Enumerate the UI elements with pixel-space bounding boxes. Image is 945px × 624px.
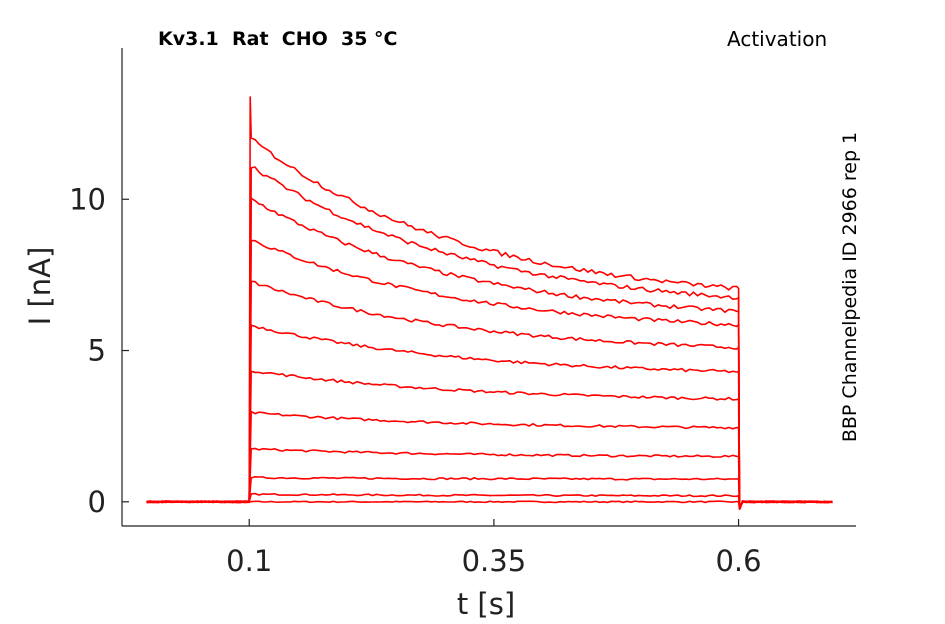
current-trace	[146, 500, 833, 510]
ticks: 0.1 0.35 0.6 0 5 10	[69, 182, 762, 578]
x-tick-label: 0.6	[715, 544, 761, 578]
current-trace	[146, 166, 833, 510]
current-trace	[146, 492, 833, 510]
y-tick-label: 0	[88, 485, 106, 519]
current-trace	[146, 96, 833, 510]
current-trace	[146, 324, 833, 510]
y-tick-label: 10	[69, 182, 106, 216]
axes	[121, 48, 856, 527]
x-axis-label: t [s]	[457, 587, 515, 621]
y-axis-label: I [nA]	[23, 247, 57, 326]
y-tick-label: 5	[88, 334, 106, 368]
current-trace	[146, 196, 833, 510]
x-tick-label: 0.1	[226, 544, 272, 578]
current-trace	[146, 410, 833, 510]
source-label: BBP Channelpedia ID 2966 rep 1	[839, 131, 861, 443]
current-trace	[146, 370, 833, 510]
current-traces	[146, 96, 833, 510]
current-trace	[146, 447, 833, 510]
x-tick-label: 0.35	[462, 544, 527, 578]
current-trace	[146, 280, 833, 510]
current-trace	[146, 475, 833, 510]
protocol-label: Activation	[727, 27, 828, 51]
chart-title: Kv3.1 Rat CHO 35 °C	[158, 28, 398, 50]
current-trace	[146, 239, 833, 510]
